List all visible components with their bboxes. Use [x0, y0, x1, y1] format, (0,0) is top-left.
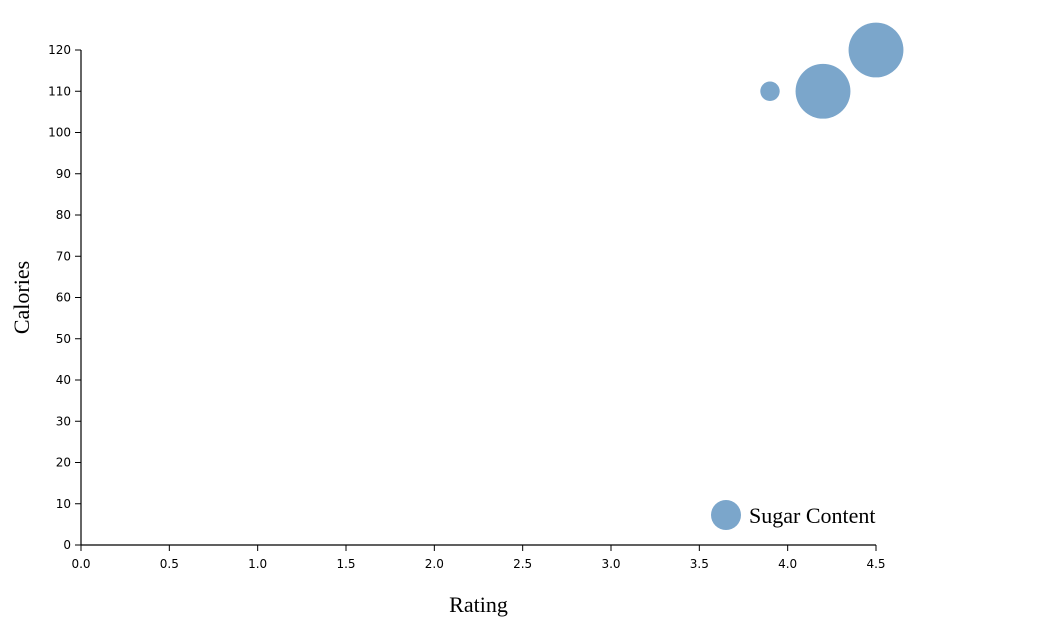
legend-swatch — [711, 500, 741, 530]
y-tick-label: 90 — [56, 167, 71, 181]
x-tick-label: 1.0 — [248, 557, 267, 571]
x-tick-label: 0.0 — [71, 557, 90, 571]
y-tick-label: 70 — [56, 249, 71, 263]
x-tick-label: 3.0 — [601, 557, 620, 571]
y-tick-label: 10 — [56, 497, 71, 511]
legend-label: Sugar Content — [749, 503, 876, 528]
y-axis-title: Calories — [9, 261, 34, 334]
y-tick-label: 120 — [48, 43, 71, 57]
x-axis: 0.0 0.5 1.0 1.5 2.0 2.5 3.0 3.5 4.0 4.5 — [71, 544, 886, 571]
y-tick-label: 80 — [56, 208, 71, 222]
x-tick-label: 3.5 — [690, 557, 709, 571]
y-tick-label: 50 — [56, 332, 71, 346]
y-tick-label: 60 — [56, 291, 71, 305]
bubble-point — [848, 22, 904, 78]
legend: Sugar Content — [711, 500, 876, 530]
x-tick-label: 0.5 — [160, 557, 179, 571]
x-tick-label: 1.5 — [336, 557, 355, 571]
y-tick-label: 40 — [56, 373, 71, 387]
x-tick-label: 4.0 — [778, 557, 797, 571]
x-tick-label: 2.0 — [425, 557, 444, 571]
bubble-point — [760, 81, 780, 101]
bubble-point — [795, 63, 851, 119]
y-tick-label: 100 — [48, 126, 71, 140]
x-tick-label: 4.5 — [866, 557, 885, 571]
y-axis: 0 10 20 30 40 50 60 70 80 90 100 110 120 — [48, 43, 82, 552]
y-tick-label: 30 — [56, 414, 71, 428]
x-axis-title: Rating — [449, 592, 508, 617]
x-tick-label: 2.5 — [513, 557, 532, 571]
y-tick-label: 0 — [63, 538, 71, 552]
plot-area — [760, 22, 904, 119]
y-tick-label: 20 — [56, 456, 71, 470]
y-tick-label: 110 — [48, 84, 71, 98]
